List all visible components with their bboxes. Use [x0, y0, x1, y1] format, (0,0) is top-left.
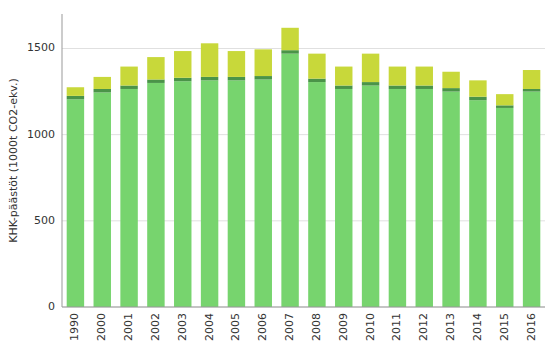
- grid-line: [62, 48, 545, 49]
- y-tick-label: 1000: [27, 128, 55, 141]
- bar-segment: [228, 80, 245, 307]
- bar-segment: [228, 51, 245, 77]
- x-tick-label: 2001: [122, 313, 135, 341]
- bar-segment: [496, 108, 513, 307]
- bar-segment: [469, 97, 486, 100]
- bar-segment: [523, 89, 540, 92]
- x-tick-label: 2012: [417, 313, 430, 341]
- bar-segment: [67, 87, 84, 96]
- bar-segment: [335, 89, 352, 307]
- chart-svg: 0 500 1000 1500 1990 2000 2001 2002 2003 2004 2005…: [0, 0, 557, 351]
- x-tick-label: 2007: [283, 313, 296, 341]
- bar-segment: [308, 82, 325, 307]
- bar-segment: [416, 86, 433, 89]
- bar-segment: [496, 105, 513, 108]
- bar-segment: [67, 96, 84, 99]
- bar-segment: [228, 77, 245, 80]
- x-tick-label: 2015: [498, 313, 511, 341]
- x-tick-label: 2009: [337, 313, 350, 341]
- bar-segment: [416, 67, 433, 86]
- chart-container: 0 500 1000 1500 1990 2000 2001 2002 2003 2004 2005…: [0, 0, 557, 351]
- bar-segment: [281, 54, 298, 307]
- bar-segment: [255, 79, 272, 307]
- bar-segment: [416, 89, 433, 307]
- bar-segment: [94, 92, 111, 307]
- x-tick-label: 2014: [471, 313, 484, 341]
- bar-segment: [389, 89, 406, 307]
- y-tick-label: 0: [48, 300, 55, 313]
- bar-segment: [255, 76, 272, 79]
- x-axis-line: [62, 307, 545, 308]
- bar-segment: [174, 51, 191, 78]
- bar-segment: [147, 79, 164, 82]
- bar-segment: [120, 67, 137, 86]
- bar-segment: [469, 80, 486, 96]
- bar-segment: [281, 50, 298, 53]
- y-axis-line: [62, 14, 63, 307]
- bar-segment: [308, 54, 325, 79]
- bar-segment: [389, 67, 406, 86]
- bar-segment: [147, 57, 164, 79]
- x-tick-label: 2013: [444, 313, 457, 341]
- bar-segment: [335, 86, 352, 89]
- bar-segment: [120, 86, 137, 89]
- x-tick-label: 2008: [310, 313, 323, 341]
- bar-segment: [255, 49, 272, 76]
- y-tick-label: 500: [34, 214, 55, 227]
- bar-segment: [94, 89, 111, 92]
- bar-segment: [523, 70, 540, 89]
- bar-segment: [201, 77, 218, 80]
- bar-segment: [120, 89, 137, 307]
- bar-segment: [94, 77, 111, 89]
- bar-segment: [174, 81, 191, 307]
- grid-line: [62, 307, 545, 308]
- grid: [62, 48, 545, 307]
- x-tick-label: 2002: [149, 313, 162, 341]
- bar-segment: [147, 83, 164, 307]
- bars: [67, 28, 541, 307]
- x-tick-label: 2000: [95, 313, 108, 341]
- bar-segment: [389, 86, 406, 89]
- bar-segment: [201, 43, 218, 77]
- x-tick-label: 2011: [390, 313, 403, 341]
- bar-segment: [201, 80, 218, 307]
- bar-segment: [442, 72, 459, 88]
- bar-segment: [362, 82, 379, 85]
- bar-segment: [281, 28, 298, 50]
- bar-segment: [523, 92, 540, 307]
- bar-segment: [67, 99, 84, 307]
- x-tick-label: 2004: [203, 313, 216, 341]
- bar-segment: [496, 94, 513, 105]
- bar-segment: [442, 88, 459, 91]
- x-tick-label: 2010: [364, 313, 377, 341]
- bar-segment: [362, 54, 379, 82]
- bar-segment: [442, 92, 459, 307]
- x-tick-label: 1990: [68, 313, 81, 341]
- bar-segment: [335, 67, 352, 86]
- x-tick-label: 2005: [229, 313, 242, 341]
- bar-segment: [469, 100, 486, 307]
- bar-segment: [362, 86, 379, 307]
- x-tick-label: 2016: [525, 313, 538, 341]
- y-axis-label: KHK-päästöt (1000t CO2-ekv.): [7, 78, 20, 243]
- bar-segment: [308, 79, 325, 82]
- y-tick-label: 1500: [27, 41, 55, 54]
- bar-segment: [174, 78, 191, 81]
- x-tick-label: 2003: [176, 313, 189, 341]
- x-tick-label: 2006: [256, 313, 269, 341]
